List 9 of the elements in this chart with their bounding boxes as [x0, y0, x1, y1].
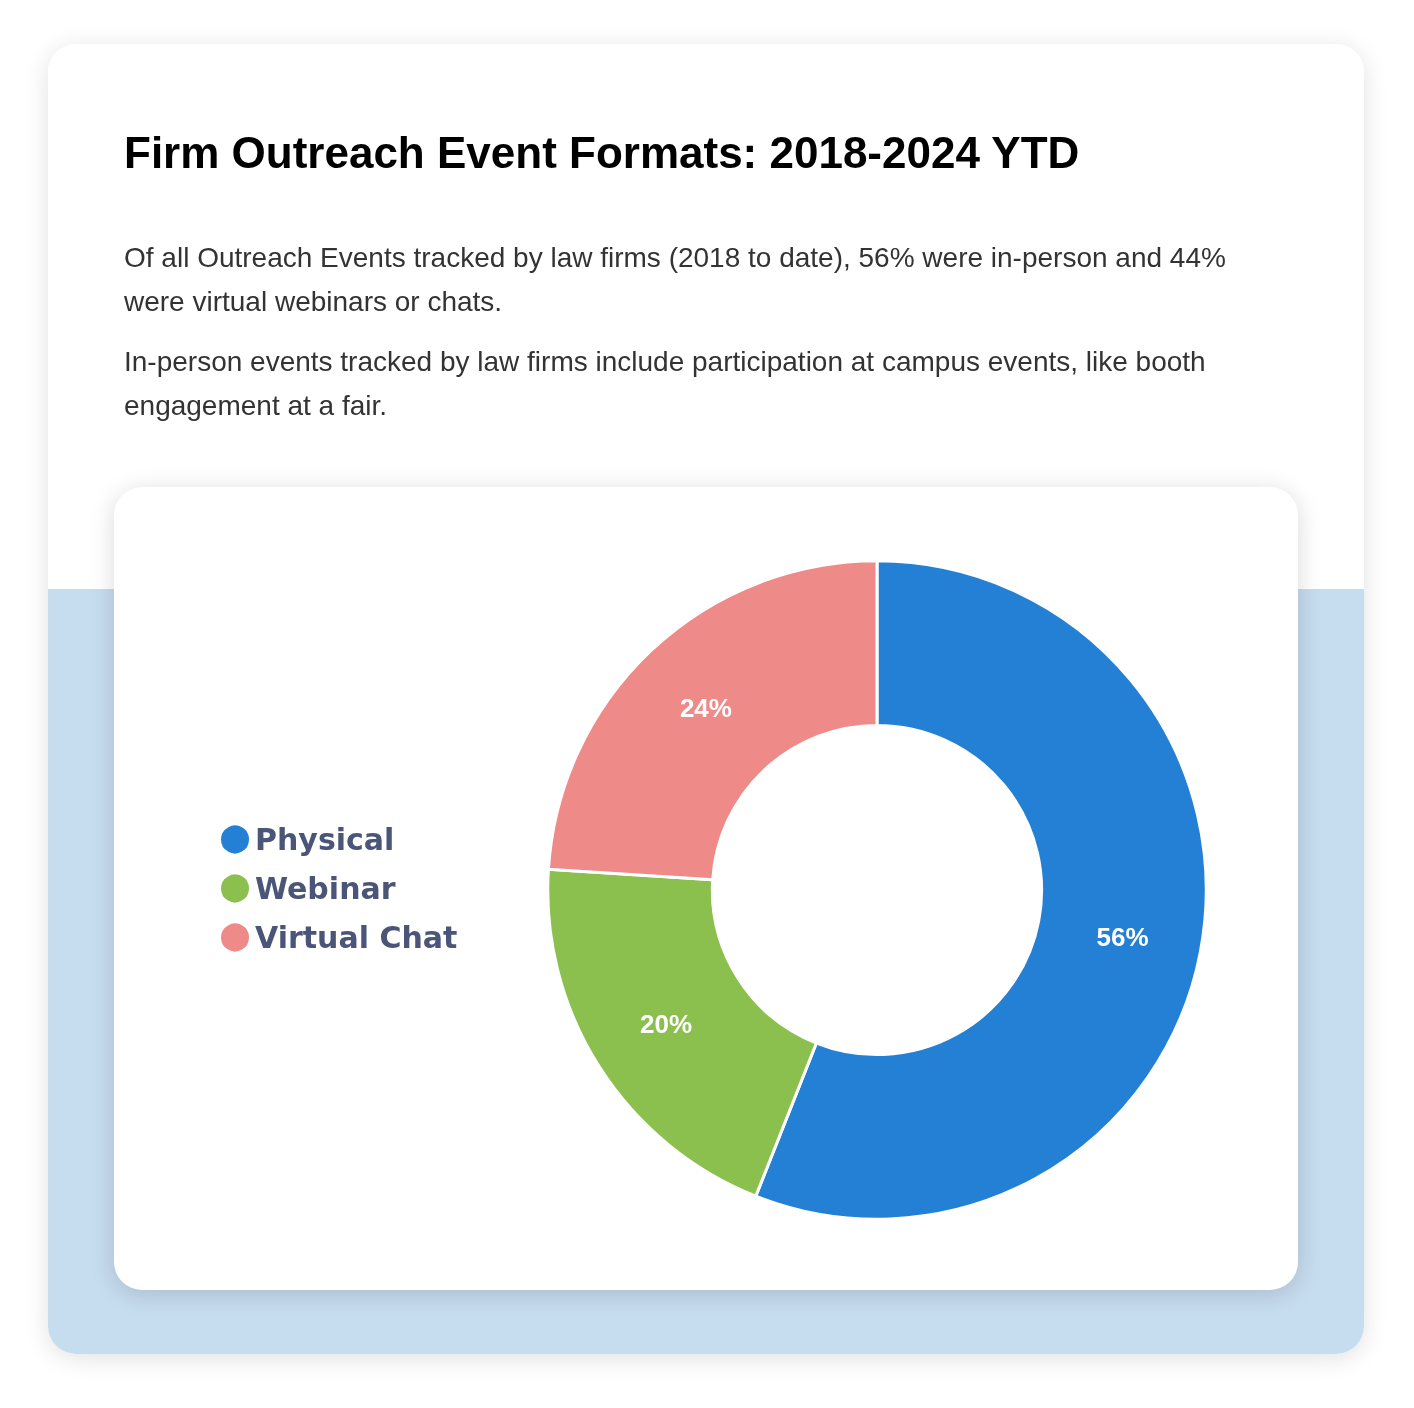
- text: In-person events tracked by law firms include participation at campus events, like booth engagement at a fair.: [124, 345, 1207, 423]
- legend-label: Physical: [255, 822, 395, 857]
- data-label: 20%: [639, 1008, 693, 1039]
- chart-title: Firm Outreach Event Formats: 2018-2024 YTD: [124, 128, 1081, 178]
- legend-label: Webinar: [255, 871, 396, 906]
- legend-label: Virtual Chat: [255, 920, 458, 955]
- chart-subtitle: Of all Outreach Events tracked by law firms (2018 to date), 56% were in-person and 44% were virtual webinars or chats.: [124, 241, 1227, 319]
- data-label: 24%: [679, 692, 732, 723]
- data-label: 56%: [1096, 921, 1149, 952]
